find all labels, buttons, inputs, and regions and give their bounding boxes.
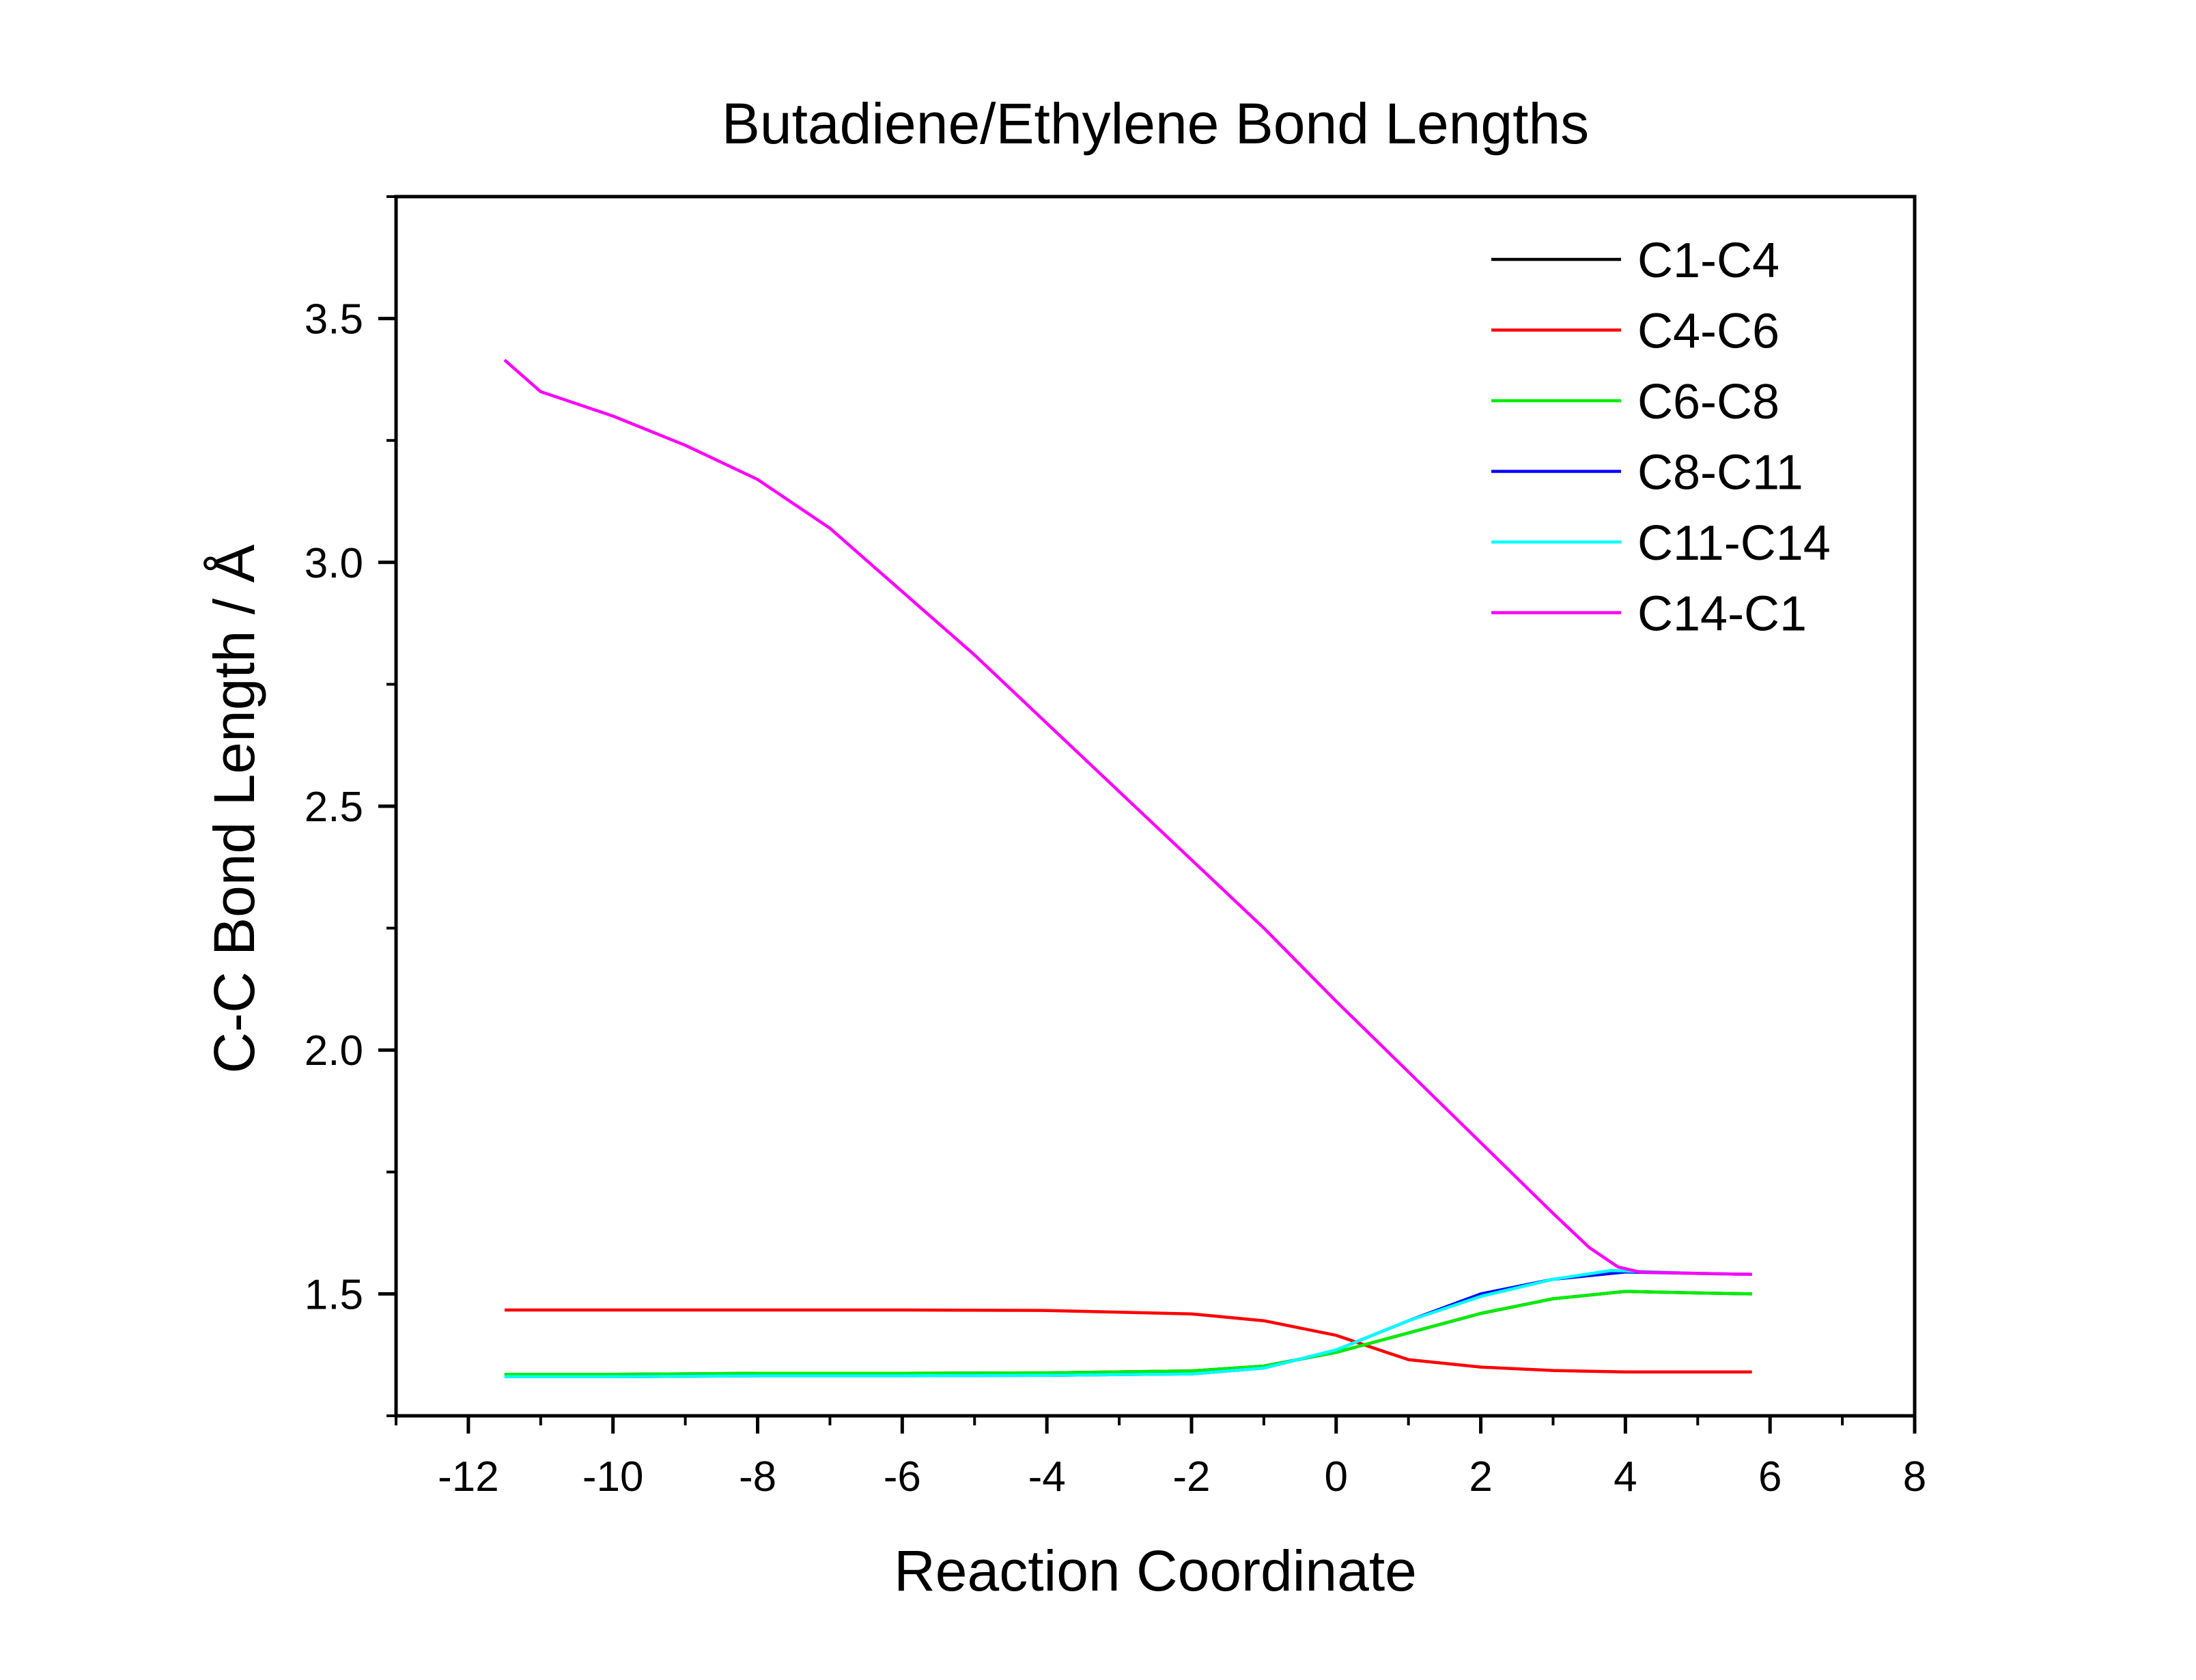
chart-title: Butadiene/Ethylene Bond Lengths bbox=[722, 91, 1589, 156]
legend: C1-C4 C4-C6 C6-C8 C8-C11 C11-C14 C14-C1 bbox=[1491, 233, 1831, 642]
x-tick-label: -8 bbox=[739, 1453, 776, 1500]
y-tick-label: 2.0 bbox=[305, 1027, 363, 1074]
series-line-3 bbox=[504, 1270, 1752, 1379]
x-tick-label: 0 bbox=[1325, 1453, 1348, 1500]
legend-label: C4-C6 bbox=[1637, 304, 1779, 359]
x-tick-label: 6 bbox=[1758, 1453, 1782, 1500]
legend-label: C6-C8 bbox=[1637, 375, 1779, 429]
x-tick-label: -4 bbox=[1028, 1453, 1066, 1500]
y-tick-label: 2.5 bbox=[305, 784, 363, 831]
x-axis-label: Reaction Coordinate bbox=[894, 1539, 1417, 1603]
series-line-5 bbox=[503, 358, 1752, 1277]
legend-label: C14-C1 bbox=[1637, 587, 1807, 642]
y-axis-label: C-C Bond Length / Å bbox=[202, 544, 266, 1073]
plot-lines bbox=[503, 358, 1752, 1379]
legend-label: C1-C4 bbox=[1637, 233, 1779, 288]
x-axis: -12 -10 -8 -6 -4 -2 0 2 4 6 8 bbox=[395, 1416, 1926, 1500]
y-tick-label: 3.5 bbox=[305, 296, 363, 343]
series-line-1 bbox=[504, 1308, 1752, 1373]
legend-label: C8-C11 bbox=[1637, 446, 1803, 500]
y-tick-label: 3.0 bbox=[305, 540, 363, 587]
legend-label: C11-C14 bbox=[1637, 516, 1831, 571]
x-tick-label: 8 bbox=[1903, 1453, 1926, 1500]
series-line-2 bbox=[504, 1290, 1752, 1376]
x-tick-label: -2 bbox=[1172, 1453, 1210, 1500]
y-axis: 1.5 2.0 2.5 3.0 3.5 bbox=[305, 195, 396, 1417]
y-tick-label: 1.5 bbox=[305, 1271, 363, 1318]
series-line-0 bbox=[504, 1290, 1752, 1376]
x-tick-label: 4 bbox=[1614, 1453, 1637, 1500]
x-tick-label: -6 bbox=[884, 1453, 921, 1500]
x-tick-label: -12 bbox=[438, 1453, 499, 1500]
x-tick-label: 2 bbox=[1469, 1453, 1492, 1500]
x-tick-label: -10 bbox=[582, 1453, 644, 1500]
series-line-4 bbox=[504, 1268, 1752, 1379]
